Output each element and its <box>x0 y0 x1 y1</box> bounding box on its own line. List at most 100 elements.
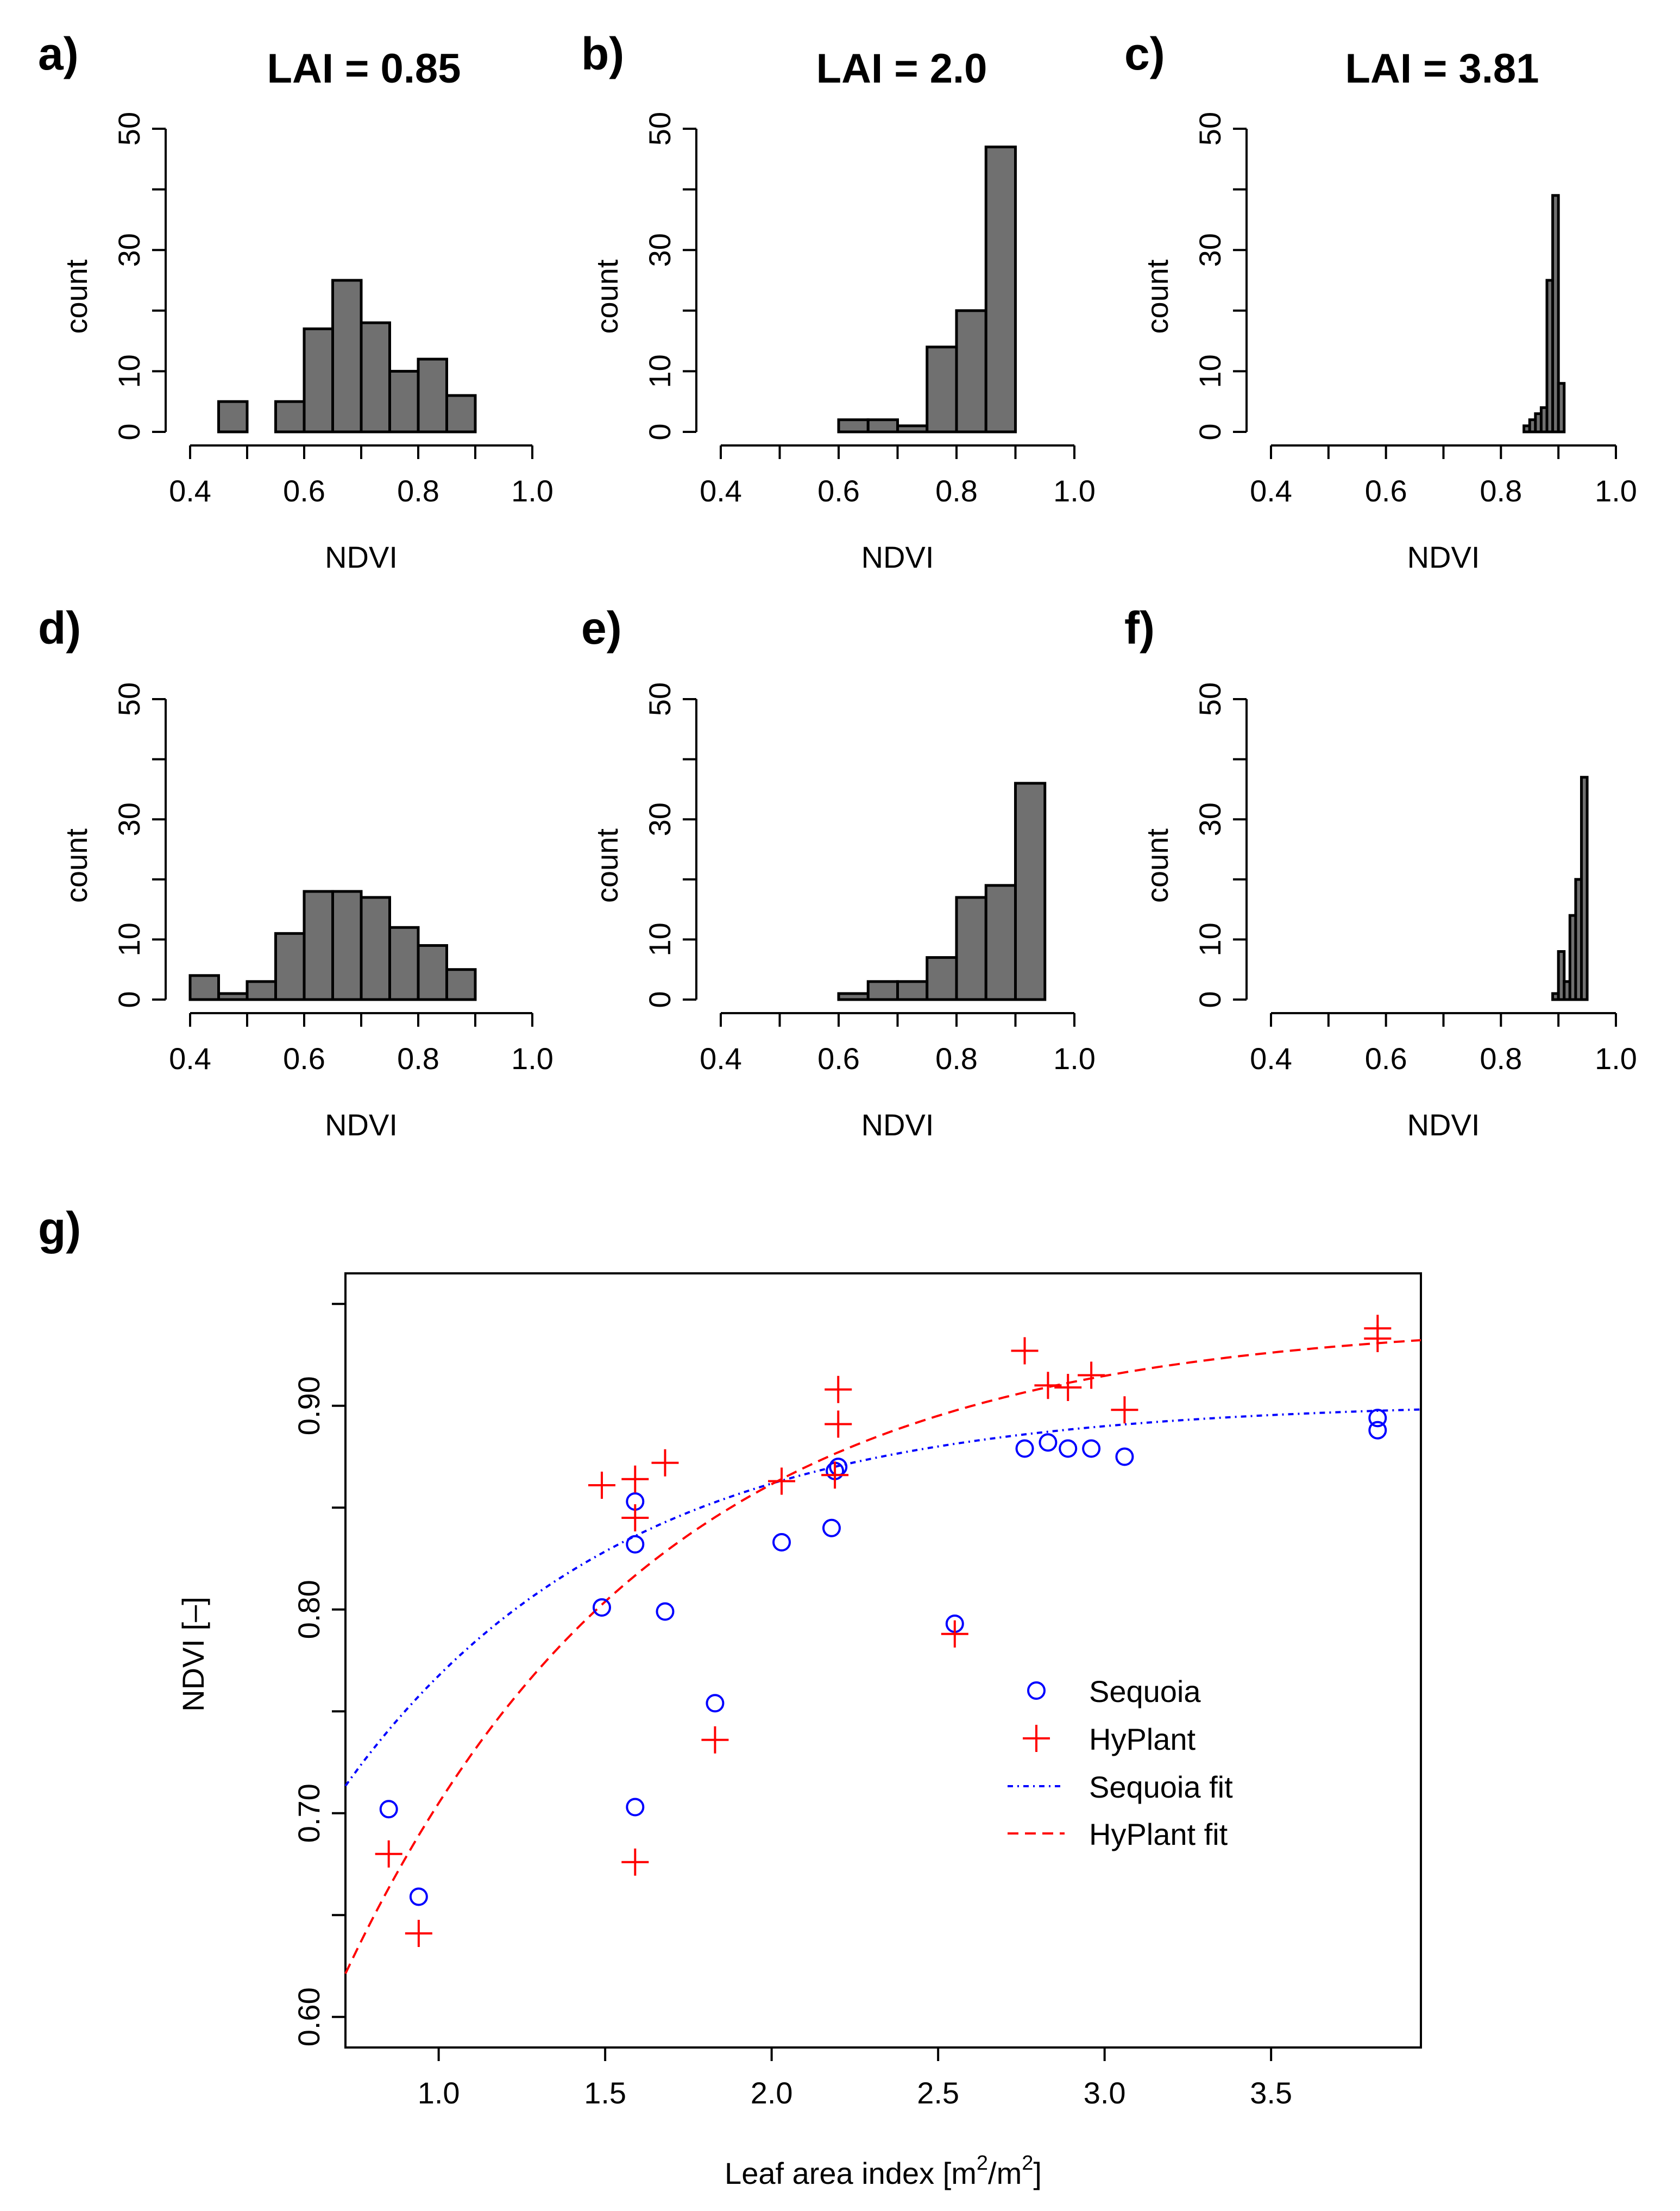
x-tick-label: 0.4 <box>1250 1041 1292 1076</box>
sequoia-point <box>1082 1439 1101 1458</box>
histogram-bar <box>360 896 391 1001</box>
x-tick-label: 0.8 <box>397 474 439 508</box>
y-tick-label: 0.60 <box>292 1987 326 2046</box>
histogram-d: 0 10 30 50 count 0.4 0.6 0.8 1.0 NDVI <box>59 682 553 1142</box>
y-axis-label: count <box>590 828 624 903</box>
histogram-bar <box>246 980 277 1001</box>
sequoia-point <box>656 1602 675 1621</box>
hyplant-point <box>701 1726 729 1754</box>
x-tick-label: 0.6 <box>817 474 860 508</box>
y-tick-label: 50 <box>643 112 677 146</box>
legend-sequoia-fit-label: Sequoia fit <box>1089 1770 1233 1804</box>
x-axis-label: NDVI <box>1407 540 1480 574</box>
sequoia-fit-curve <box>344 1408 1421 1787</box>
x-tick-label: 3.0 <box>1084 2076 1126 2110</box>
y-tick-label: 0.90 <box>292 1376 326 1435</box>
panel-label-f: f) <box>1124 602 1155 654</box>
x-axis-label: NDVI <box>1407 1108 1480 1142</box>
y-tick-label: 30 <box>112 233 146 267</box>
scatter-plot-g: 0.60 0.70 0.80 0.90 1.0 1.5 2.0 2.5 3.0 3.5 NDVI… <box>176 1272 1422 2190</box>
y-axis-label: count <box>1140 828 1174 903</box>
y-tick-label: 30 <box>112 802 146 836</box>
x-tick-label: 1.5 <box>584 2076 626 2110</box>
y-tick-label: 10 <box>643 922 677 956</box>
panel-title-a: LAI = 0.85 <box>267 46 461 92</box>
y-axis-label: count <box>59 828 93 903</box>
histogram-e: 0 10 30 50 count 0.4 0.6 0.8 1.0 NDVI <box>590 682 1096 1142</box>
x-tick-label: 0.6 <box>283 1041 325 1076</box>
hyplant-point <box>825 1410 852 1438</box>
legend-sequoia-marker <box>1027 1681 1046 1700</box>
legend: Sequoia HyPlant Sequoia fit HyPlant fit <box>1008 1674 1233 1851</box>
panel-label-g: g) <box>38 1203 81 1254</box>
histogram-bar <box>188 974 220 1001</box>
x-tick-label: 0.4 <box>169 474 211 508</box>
x-axis-label: NDVI <box>325 1108 398 1142</box>
x-axis-label: NDVI <box>861 1108 934 1142</box>
x-tick-label: 1.0 <box>1053 1041 1096 1076</box>
x-tick-label: 0.6 <box>817 1041 860 1076</box>
panel-label-a: a) <box>38 28 79 79</box>
sequoia-point <box>772 1533 791 1552</box>
y-tick-label: 10 <box>112 922 146 956</box>
x-tick-label: 0.6 <box>1365 474 1407 508</box>
legend-hyplant-label: HyPlant <box>1089 1722 1196 1756</box>
hyplant-point <box>941 1620 968 1648</box>
x-tick-label: 0.8 <box>1480 474 1522 508</box>
y-tick-label: 0.70 <box>292 1783 326 1843</box>
histogram-bar <box>274 932 306 1001</box>
histogram-bar <box>837 418 870 434</box>
hyplant-point <box>1364 1325 1392 1352</box>
sequoia-point <box>593 1598 612 1617</box>
y-tick-label: 0 <box>643 423 677 440</box>
histogram-bar <box>445 968 477 1001</box>
x-axis-label: NDVI <box>861 540 934 574</box>
y-tick-label: 0 <box>112 991 146 1008</box>
sequoia-point <box>1039 1433 1058 1452</box>
y-tick-label: 30 <box>1193 233 1227 267</box>
histogram-bar <box>926 956 958 1001</box>
hyplant-point <box>768 1467 796 1495</box>
y-tick-label: 0 <box>112 423 146 440</box>
y-tick-label: 30 <box>643 802 677 836</box>
hyplant-point <box>1111 1396 1138 1424</box>
sequoia-point <box>1059 1439 1078 1458</box>
x-tick-label: 0.4 <box>1250 474 1292 508</box>
legend-hyplant-marker <box>1023 1725 1050 1752</box>
sequoia-point <box>379 1800 398 1819</box>
histogram-c: 0 10 30 50 count 0.4 0.6 0.8 1.0 NDVI <box>1140 112 1637 574</box>
x-tick-label: 0.6 <box>283 474 325 508</box>
histogram-bar <box>274 400 306 434</box>
panel-title-c: LAI = 3.81 <box>1345 46 1539 92</box>
sequoia-point <box>1368 1409 1387 1428</box>
x-tick-label: 0.8 <box>397 1041 439 1076</box>
y-tick-label: 50 <box>1193 682 1227 716</box>
hyplant-point <box>588 1472 616 1499</box>
histogram-b: 0 10 30 50 count 0.4 0.6 0.8 1.0 NDVI <box>590 112 1096 574</box>
sequoia-point <box>706 1694 725 1713</box>
hyplant-point <box>1034 1372 1062 1399</box>
y-axis-label: count <box>590 259 624 334</box>
histogram-bar <box>926 346 958 434</box>
histogram-bar <box>984 145 1017 434</box>
y-tick-label: 50 <box>643 682 677 716</box>
histogram-bar <box>331 279 363 434</box>
panel-label-b: b) <box>581 28 624 79</box>
x-tick-label: 0.4 <box>700 1041 742 1076</box>
y-axis-label: count <box>1140 259 1174 334</box>
sequoia-point <box>1015 1439 1034 1458</box>
histogram-bar <box>984 884 1017 1001</box>
sequoia-point <box>822 1518 841 1537</box>
hyplant-point <box>1054 1374 1082 1401</box>
sequoia-point <box>626 1798 645 1817</box>
histogram-bar <box>896 980 929 1001</box>
y-tick-label: 50 <box>1193 112 1227 146</box>
hyplant-point <box>375 1840 402 1868</box>
histogram-bar <box>217 992 249 1001</box>
y-tick-label: 0 <box>1193 991 1227 1008</box>
histogram-bar <box>303 890 334 1001</box>
hyplant-point <box>621 1848 649 1876</box>
hyplant-point <box>825 1375 852 1403</box>
histogram-bar <box>1557 950 1566 1001</box>
